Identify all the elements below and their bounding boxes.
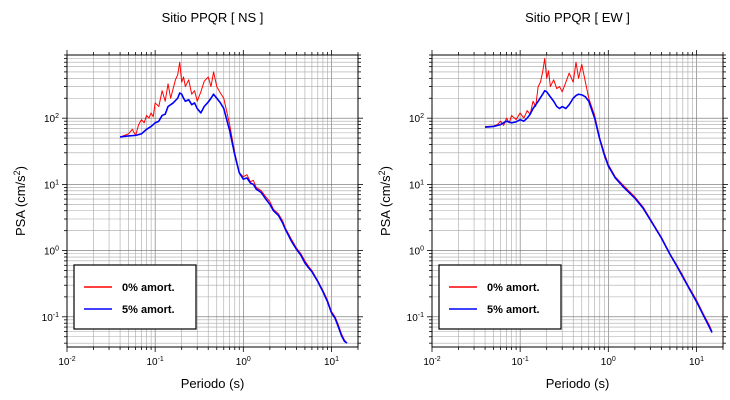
chart-panel-ns: Sitio PPQR [ NS ] 10-2 10-1 100 101 10-1 100 10… [12, 10, 363, 391]
tick-marks [427, 50, 728, 352]
grid [66, 54, 359, 347]
x-tick-label: 100 [236, 356, 251, 368]
y-tick-label: 100 [409, 246, 424, 258]
y-tick-label: 102 [44, 113, 59, 125]
chart-title: Sitio PPQR [ EW ] [525, 10, 630, 25]
plot-frame [431, 54, 724, 348]
x-axis-label: Periodo (s) [546, 376, 610, 391]
x-tick-label: 10-2 [423, 356, 440, 368]
y-axis-label: PSA (cm/s2) [12, 166, 28, 236]
plot-frame [66, 54, 359, 348]
series-line-amort-5 [119, 92, 348, 344]
x-tick-label: 10-1 [146, 356, 163, 368]
x-tick-label: 101 [324, 356, 339, 368]
y-tick-label: 10-1 [407, 312, 424, 324]
tick-marks [62, 50, 363, 352]
x-tick-label: 100 [601, 356, 616, 368]
legend-label: 5% amort. [122, 304, 175, 316]
chart-title: Sitio PPQR [ NS ] [162, 10, 264, 25]
chart-panel-ew: Sitio PPQR [ EW ] 10-2 10-1 100 101 10-1 100 10… [377, 10, 728, 391]
y-axis-label: PSA (cm/s2) [377, 166, 393, 236]
x-axis-label: Periodo (s) [181, 376, 245, 391]
legend-box [73, 264, 197, 330]
x-tick-label: 10-1 [511, 356, 528, 368]
y-tick-label: 102 [409, 113, 424, 125]
x-tick-label: 101 [689, 356, 704, 368]
legend: 0% amort. 5% amort. [73, 264, 197, 330]
legend: 0% amort. 5% amort. [438, 264, 562, 330]
y-tick-label: 10-1 [42, 312, 59, 324]
y-tick-label: 101 [409, 179, 424, 191]
y-tick-label: 100 [44, 246, 59, 258]
legend-label: 0% amort. [122, 282, 175, 294]
series-line-amort-5 [484, 89, 713, 333]
series-line-amort-0 [119, 61, 348, 344]
y-tick-label: 101 [44, 179, 59, 191]
legend-box [438, 264, 562, 330]
legend-label: 0% amort. [487, 282, 540, 294]
legend-label: 5% amort. [487, 304, 540, 316]
grid [431, 54, 724, 347]
x-tick-label: 10-2 [58, 356, 75, 368]
